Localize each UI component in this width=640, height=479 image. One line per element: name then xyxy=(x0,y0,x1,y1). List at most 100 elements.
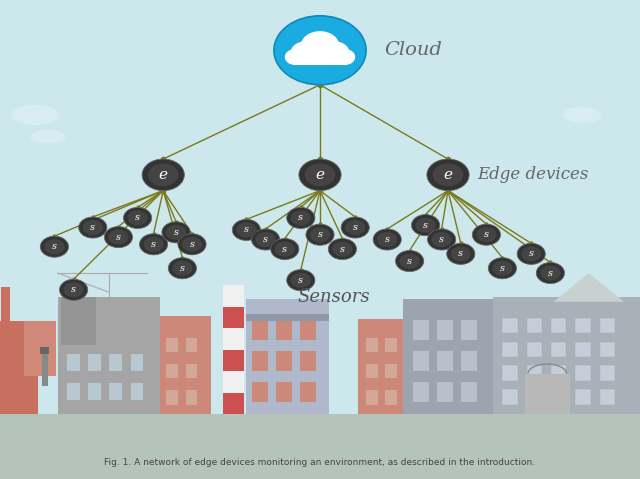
Bar xyxy=(502,389,518,405)
Bar xyxy=(276,382,292,402)
Bar xyxy=(166,338,178,352)
Bar xyxy=(600,342,615,357)
Circle shape xyxy=(108,229,129,245)
Text: s: s xyxy=(189,240,195,249)
Circle shape xyxy=(140,234,168,255)
Bar xyxy=(67,354,80,371)
Circle shape xyxy=(428,229,456,250)
Ellipse shape xyxy=(563,107,602,123)
Circle shape xyxy=(148,163,179,186)
Bar xyxy=(186,338,197,352)
Bar xyxy=(223,285,244,307)
Bar xyxy=(551,365,566,381)
Bar xyxy=(575,342,591,357)
Circle shape xyxy=(291,273,311,288)
Text: s: s xyxy=(135,214,140,222)
Bar xyxy=(109,383,122,400)
Polygon shape xyxy=(554,273,624,302)
Circle shape xyxy=(517,243,545,264)
Bar xyxy=(358,319,413,414)
Text: s: s xyxy=(439,235,444,244)
Bar xyxy=(300,382,316,402)
Bar xyxy=(437,382,453,402)
Bar xyxy=(223,307,244,328)
Circle shape xyxy=(306,224,334,245)
Bar xyxy=(1,287,10,326)
Circle shape xyxy=(305,163,335,186)
Circle shape xyxy=(168,258,196,279)
Circle shape xyxy=(162,222,190,243)
Bar xyxy=(109,354,122,371)
Text: s: s xyxy=(353,223,358,232)
Bar xyxy=(461,382,477,402)
Circle shape xyxy=(373,229,401,250)
Bar xyxy=(502,342,518,357)
Circle shape xyxy=(274,16,366,85)
Bar xyxy=(186,390,197,405)
Bar xyxy=(437,320,453,340)
Bar xyxy=(40,347,49,354)
Circle shape xyxy=(79,217,107,238)
Text: e: e xyxy=(444,168,452,182)
Bar xyxy=(131,383,143,400)
Circle shape xyxy=(415,217,436,233)
Circle shape xyxy=(83,220,103,235)
Circle shape xyxy=(182,237,202,252)
Circle shape xyxy=(143,237,164,252)
Bar xyxy=(502,318,518,333)
Circle shape xyxy=(127,210,148,226)
Circle shape xyxy=(333,49,355,65)
Bar xyxy=(0,321,38,414)
Bar xyxy=(366,364,378,378)
Bar xyxy=(276,351,292,371)
Circle shape xyxy=(431,232,452,247)
Circle shape xyxy=(287,207,315,228)
Circle shape xyxy=(341,217,369,238)
Bar xyxy=(252,351,268,371)
Circle shape xyxy=(178,234,206,255)
Bar xyxy=(88,383,101,400)
Bar xyxy=(0,414,640,479)
Circle shape xyxy=(291,210,311,226)
Circle shape xyxy=(399,253,420,269)
Bar xyxy=(300,320,316,340)
Circle shape xyxy=(285,49,307,65)
Bar xyxy=(186,364,197,378)
Bar xyxy=(385,338,397,352)
Text: s: s xyxy=(298,276,303,285)
Bar xyxy=(575,365,591,381)
Bar xyxy=(525,374,570,414)
Circle shape xyxy=(412,215,440,236)
Circle shape xyxy=(472,224,500,245)
Circle shape xyxy=(60,279,88,300)
Text: s: s xyxy=(52,242,57,251)
Bar xyxy=(527,389,542,405)
Text: s: s xyxy=(458,250,463,258)
Bar xyxy=(551,318,566,333)
Circle shape xyxy=(319,41,349,64)
Ellipse shape xyxy=(12,105,60,125)
Bar xyxy=(527,318,542,333)
Circle shape xyxy=(275,241,295,257)
Bar xyxy=(61,297,96,345)
Circle shape xyxy=(396,251,424,272)
Circle shape xyxy=(63,282,84,297)
Bar xyxy=(88,354,101,371)
Circle shape xyxy=(536,262,564,284)
Bar xyxy=(502,365,518,381)
Bar xyxy=(293,53,347,65)
Bar xyxy=(385,390,397,405)
Bar xyxy=(575,389,591,405)
Circle shape xyxy=(451,246,471,262)
Text: e: e xyxy=(159,168,168,182)
Bar xyxy=(366,338,378,352)
Circle shape xyxy=(232,219,260,240)
Circle shape xyxy=(332,241,353,257)
Circle shape xyxy=(236,222,257,238)
Circle shape xyxy=(447,243,475,264)
Bar xyxy=(24,321,56,376)
Circle shape xyxy=(328,239,356,260)
Circle shape xyxy=(166,225,186,240)
Circle shape xyxy=(345,220,365,235)
Bar xyxy=(131,354,143,371)
